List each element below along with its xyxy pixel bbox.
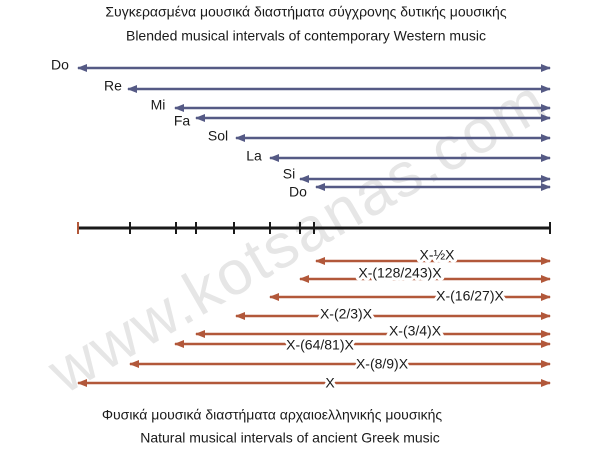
note-label: Do [289,184,307,200]
interval-label: X-(3/4)X [389,323,442,339]
interval-label: X-(64/81)X [286,337,354,353]
interval-label: X-(2/3)X [320,306,373,322]
interval-label: X-(128/243)X [358,265,442,281]
interval-label: X [325,375,335,391]
note-label: Do [51,57,69,73]
note-label: Si [283,166,295,182]
footer-greek: Φυσικά μουσικά διαστήματα αρχαιοελληνική… [102,407,443,423]
header-greek: Συγκερασμένα μουσικά διαστήματα σύγχρονη… [105,4,506,20]
interval-label: X-½X [419,247,455,263]
interval-label: X-(16/27)X [436,288,504,304]
note-label: Mi [151,97,166,113]
note-label: Fa [174,113,191,129]
interval-label: X-(8/9)X [356,356,409,372]
note-label: Re [104,78,122,94]
footer-english: Natural musical intervals of ancient Gre… [140,430,440,446]
note-label: Sol [208,128,228,144]
note-label: La [246,148,262,164]
header-english: Blended musical intervals of contemporar… [126,28,486,44]
